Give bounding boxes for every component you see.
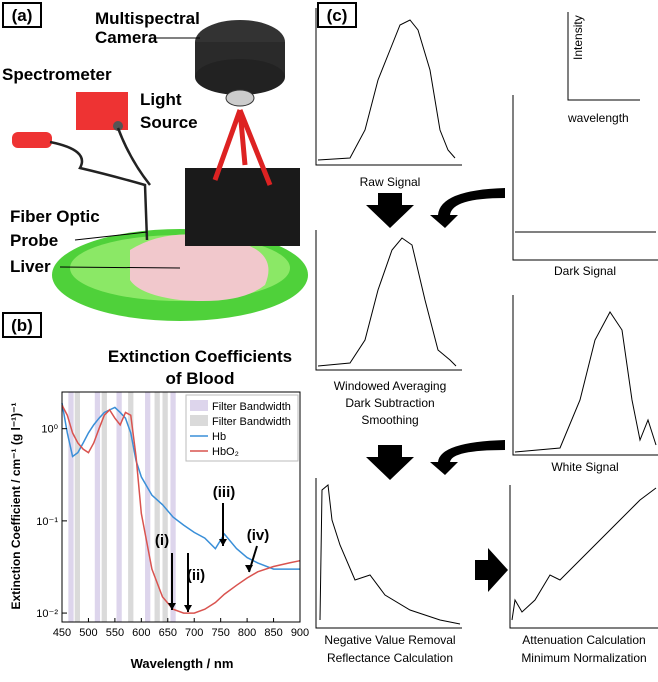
arrow <box>366 193 414 228</box>
x-tick-label: 850 <box>264 627 282 639</box>
axis-key-label: wavelength <box>567 111 629 125</box>
panel-label: (c) <box>327 6 348 25</box>
x-tick-label: 600 <box>132 627 150 639</box>
plot-label: Reflectance Calculation <box>327 651 453 665</box>
legend-label: Filter Bandwidth <box>212 416 291 428</box>
plot-label: Negative Value Removal <box>324 633 455 647</box>
x-axis-label: Wavelength / nm <box>131 656 234 671</box>
x-tick-label: 550 <box>106 627 124 639</box>
plot-label: Attenuation Calculation <box>522 633 645 647</box>
annotation: (i) <box>155 532 169 549</box>
filter-band <box>116 392 121 622</box>
x-tick-label: 700 <box>185 627 203 639</box>
raw-curve <box>318 20 455 160</box>
legend-label: HbO₂ <box>212 446 239 458</box>
y-axis-label: Extinction Coefficient / cm⁻¹ (g l⁻¹)⁻¹ <box>9 402 23 609</box>
legend-label: Filter Bandwidth <box>212 401 291 413</box>
annotation: (ii) <box>187 567 205 584</box>
liver-label: Liver <box>10 257 51 276</box>
legend-swatch <box>190 415 208 426</box>
camera-label: Camera <box>95 28 158 47</box>
lens <box>226 90 254 106</box>
curved-arrow <box>430 188 505 228</box>
plot-label: Raw Signal <box>360 175 421 189</box>
annotation-head <box>219 539 227 546</box>
plot-label: Dark Subtraction <box>345 396 434 410</box>
stand-box <box>185 168 300 246</box>
y-tick-label: 10⁰ <box>41 424 58 436</box>
probe-label: Probe <box>10 231 58 250</box>
plot-axes <box>316 8 462 165</box>
x-tick-label: 650 <box>159 627 177 639</box>
legend-label: Hb <box>212 431 226 443</box>
x-tick-label: 750 <box>211 627 229 639</box>
y-tick-label: 10⁻¹ <box>36 516 58 528</box>
annotation: (iii) <box>213 484 236 501</box>
probe-label: Fiber Optic <box>10 207 100 226</box>
processed-curve <box>318 238 456 366</box>
light-label: Light <box>140 90 182 109</box>
x-tick-label: 500 <box>79 627 97 639</box>
plot-axes <box>316 478 462 628</box>
reflectance-curve <box>320 485 460 624</box>
chart-title: of Blood <box>166 369 235 388</box>
plot-label: Windowed Averaging <box>334 379 447 393</box>
curved-arrow <box>430 440 505 475</box>
attenuation-curve <box>512 488 656 620</box>
white-curve <box>515 312 656 452</box>
annotation: (iv) <box>247 527 270 544</box>
plot-axes <box>513 295 658 455</box>
axis-key-label: Intensity <box>571 15 585 60</box>
y-tick-label: 10⁻² <box>36 608 58 620</box>
arrow <box>366 445 414 480</box>
annotation-head <box>245 565 253 572</box>
x-tick-label: 900 <box>291 627 309 639</box>
arrow <box>475 548 508 592</box>
legend-swatch <box>190 400 208 411</box>
filter-band <box>75 392 80 622</box>
filter-band <box>102 392 107 622</box>
plot-label: Smoothing <box>361 413 418 427</box>
plot-label: White Signal <box>551 460 618 474</box>
spectrometer-label: Spectrometer <box>2 65 112 84</box>
camera-label: Multispectral <box>95 9 200 28</box>
annotation-head <box>184 605 192 612</box>
spectrometer <box>12 132 52 148</box>
panel-label: (b) <box>11 316 33 335</box>
plot-label: Minimum Normalization <box>521 651 646 665</box>
plot-label: Dark Signal <box>554 264 616 278</box>
x-tick-label: 450 <box>53 627 71 639</box>
panel-label: (a) <box>12 6 33 25</box>
light-label: Source <box>140 113 198 132</box>
chart-title: Extinction Coefficients <box>108 347 292 366</box>
plot-axes <box>316 230 462 370</box>
x-tick-label: 800 <box>238 627 256 639</box>
filter-band <box>145 392 150 622</box>
figure: (a) Multispectral Camera Spectrometer Li… <box>0 0 658 677</box>
